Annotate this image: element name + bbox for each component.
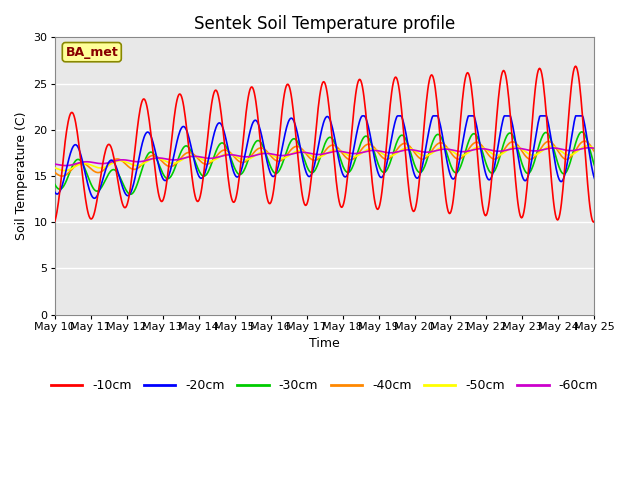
- X-axis label: Time: Time: [309, 337, 340, 350]
- Title: Sentek Soil Temperature profile: Sentek Soil Temperature profile: [194, 15, 455, 33]
- Y-axis label: Soil Temperature (C): Soil Temperature (C): [15, 112, 28, 240]
- Legend: -10cm, -20cm, -30cm, -40cm, -50cm, -60cm: -10cm, -20cm, -30cm, -40cm, -50cm, -60cm: [46, 374, 603, 397]
- Text: BA_met: BA_met: [65, 46, 118, 59]
